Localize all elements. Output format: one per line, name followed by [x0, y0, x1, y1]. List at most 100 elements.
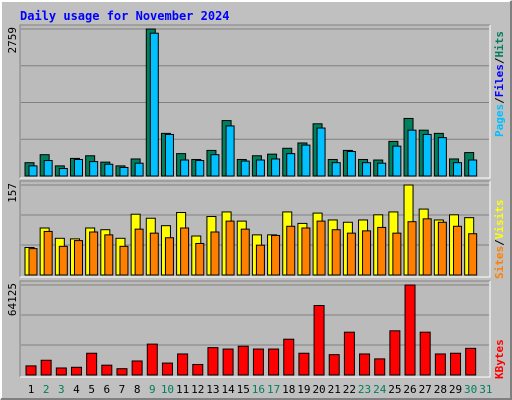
- bar-sites: [422, 218, 432, 276]
- panel-kbytes: 64125 KBytes: [6, 280, 506, 379]
- bar-kbytes: [101, 364, 113, 376]
- x-tick-label: 28: [434, 383, 447, 396]
- bar-sites: [437, 221, 447, 276]
- bar-kbytes: [343, 331, 355, 376]
- bar-pages: [271, 158, 281, 177]
- bar-sites: [377, 226, 387, 276]
- x-tick-label: 25: [388, 383, 401, 396]
- bar-pages: [468, 159, 478, 177]
- bar-sites: [362, 230, 372, 276]
- panel-hits-files-pages: 2759 Pages/Files/Hits: [6, 24, 506, 179]
- bar-sites: [407, 221, 417, 276]
- legend-visits-sites: Sites/Visits: [493, 200, 506, 280]
- bar-kbytes: [252, 348, 264, 376]
- bar-kbytes: [86, 352, 98, 376]
- x-axis-labels: 1 2 3 4 5 6 7 8 9 10 11 12 13 14 15 16 17 18 19 20 21 22 23 24 2…: [28, 383, 493, 396]
- bar-kbytes: [131, 360, 143, 376]
- legend-entry-kbytes: KBytes: [493, 339, 506, 379]
- y-max-label: 2759: [6, 27, 19, 54]
- bar-sites: [240, 228, 250, 276]
- plot-bevel-light: [20, 25, 491, 179]
- bar-kbytes: [55, 367, 67, 376]
- legend-entry-pages: Pages: [493, 104, 506, 137]
- bar-pages: [286, 153, 296, 177]
- bar-pages: [362, 162, 372, 177]
- x-tick-label: 27: [419, 383, 432, 396]
- bar-kbytes: [283, 338, 295, 376]
- bar-kbytes: [116, 368, 128, 376]
- chart-panels: 2759Pages/Files/Hits157Sites/Visits64125…: [6, 24, 506, 379]
- bar-pages: [73, 158, 83, 177]
- bar-sites: [149, 232, 159, 276]
- legend-kbytes: KBytes: [493, 339, 506, 379]
- bar-kbytes: [298, 352, 310, 376]
- bar-sites: [195, 242, 205, 276]
- bar-pages: [316, 127, 326, 177]
- x-tick-label: 23: [358, 383, 371, 396]
- bar-sites: [43, 230, 53, 276]
- bar-pages: [89, 161, 99, 177]
- x-tick-label: 3: [58, 383, 65, 396]
- x-tick-label: 21: [328, 383, 341, 396]
- bar-kbytes: [222, 348, 234, 376]
- bar-pages: [180, 159, 190, 177]
- legend-separator: /: [493, 57, 506, 64]
- bar-sites: [392, 232, 402, 276]
- bar-pages: [437, 137, 447, 177]
- bar-kbytes: [434, 353, 446, 376]
- bar-kbytes: [25, 365, 37, 376]
- legend-separator: /: [493, 97, 506, 104]
- bar-pages: [119, 166, 129, 177]
- bar-kbytes: [450, 352, 462, 376]
- x-tick-label: 14: [221, 383, 235, 396]
- legend-hits-files-pages: Pages/Files/Hits: [493, 31, 506, 137]
- x-tick-label: 31: [479, 383, 492, 396]
- bar-kbytes: [465, 347, 477, 376]
- x-tick-label: 18: [282, 383, 295, 396]
- x-tick-label: 17: [267, 383, 280, 396]
- bar-sites: [58, 245, 68, 276]
- bar-pages: [422, 133, 432, 177]
- bar-kbytes: [146, 343, 158, 376]
- bar-sites: [453, 225, 463, 276]
- bar-sites: [164, 237, 174, 276]
- x-tick-label: 9: [149, 383, 156, 396]
- x-tick-label: 2: [43, 383, 50, 396]
- bar-pages: [164, 133, 174, 177]
- plot-bevel-dark: [19, 280, 490, 377]
- bar-kbytes: [389, 330, 401, 376]
- x-tick-label: 12: [191, 383, 204, 396]
- bar-kbytes: [192, 363, 204, 376]
- panel-visits-sites: 157 Sites/Visits: [6, 180, 506, 280]
- x-tick-label: 29: [449, 383, 462, 396]
- bar-pages: [240, 160, 250, 177]
- bar-pages: [149, 32, 159, 177]
- bar-pages: [331, 162, 341, 177]
- bar-kbytes: [70, 366, 82, 376]
- legend-entry-files: Files: [493, 64, 506, 97]
- bar-sites: [89, 231, 99, 276]
- legend-separator: /: [493, 239, 506, 246]
- bar-kbytes: [207, 347, 219, 376]
- x-tick-label: 5: [88, 383, 95, 396]
- bar-kbytes: [313, 305, 325, 376]
- bar-kbytes: [40, 359, 52, 376]
- bar-sites: [225, 220, 235, 276]
- x-tick-label: 4: [73, 383, 80, 396]
- bar-sites: [316, 220, 326, 276]
- x-tick-label: 10: [161, 383, 174, 396]
- plot-bevel-dark: [19, 24, 490, 178]
- y-max-label: 64125: [6, 283, 19, 316]
- x-tick-label: 19: [297, 383, 310, 396]
- bar-kbytes: [177, 353, 189, 376]
- x-tick-label: 15: [237, 383, 250, 396]
- bar-sites: [180, 227, 190, 276]
- bar-sites: [73, 240, 83, 276]
- bar-pages: [392, 145, 402, 177]
- legend-entry-sites: Sites: [493, 246, 506, 279]
- bar-pages: [104, 163, 114, 177]
- bar-pages: [453, 162, 463, 177]
- x-tick-label: 13: [206, 383, 219, 396]
